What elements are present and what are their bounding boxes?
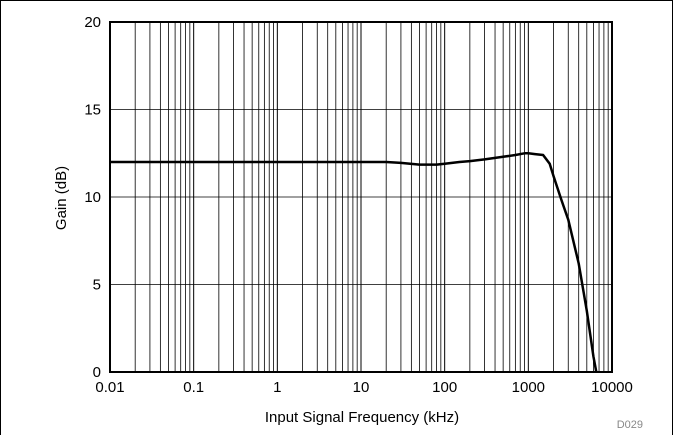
x-tick-label: 1 bbox=[273, 379, 281, 396]
y-tick-label: 0 bbox=[93, 364, 101, 381]
x-tick-label: 100 bbox=[432, 379, 457, 396]
y-tick-label: 5 bbox=[93, 277, 101, 294]
figure-code: D029 bbox=[617, 419, 643, 431]
y-tick-label: 10 bbox=[84, 189, 101, 206]
x-axis-label: Input Signal Frequency (kHz) bbox=[265, 409, 459, 426]
y-tick-label: 20 bbox=[84, 14, 101, 31]
y-axis-label: Gain (dB) bbox=[53, 166, 70, 230]
plot-frame bbox=[109, 21, 613, 373]
x-tick-label: 0.01 bbox=[95, 379, 124, 396]
series-layer bbox=[110, 152, 598, 373]
series-line-gain bbox=[110, 152, 598, 373]
x-tick-label: 0.1 bbox=[183, 379, 204, 396]
grid bbox=[110, 22, 612, 372]
x-tick-labels: 0.01 0.1 1 10 100 1000 10000 bbox=[95, 379, 632, 396]
y-tick-labels: 0 5 10 15 20 bbox=[84, 14, 101, 381]
y-tick-label: 15 bbox=[84, 102, 101, 119]
x-tick-label: 10 bbox=[353, 379, 370, 396]
x-tick-label: 10000 bbox=[591, 379, 633, 396]
x-tick-label: 1000 bbox=[512, 379, 545, 396]
